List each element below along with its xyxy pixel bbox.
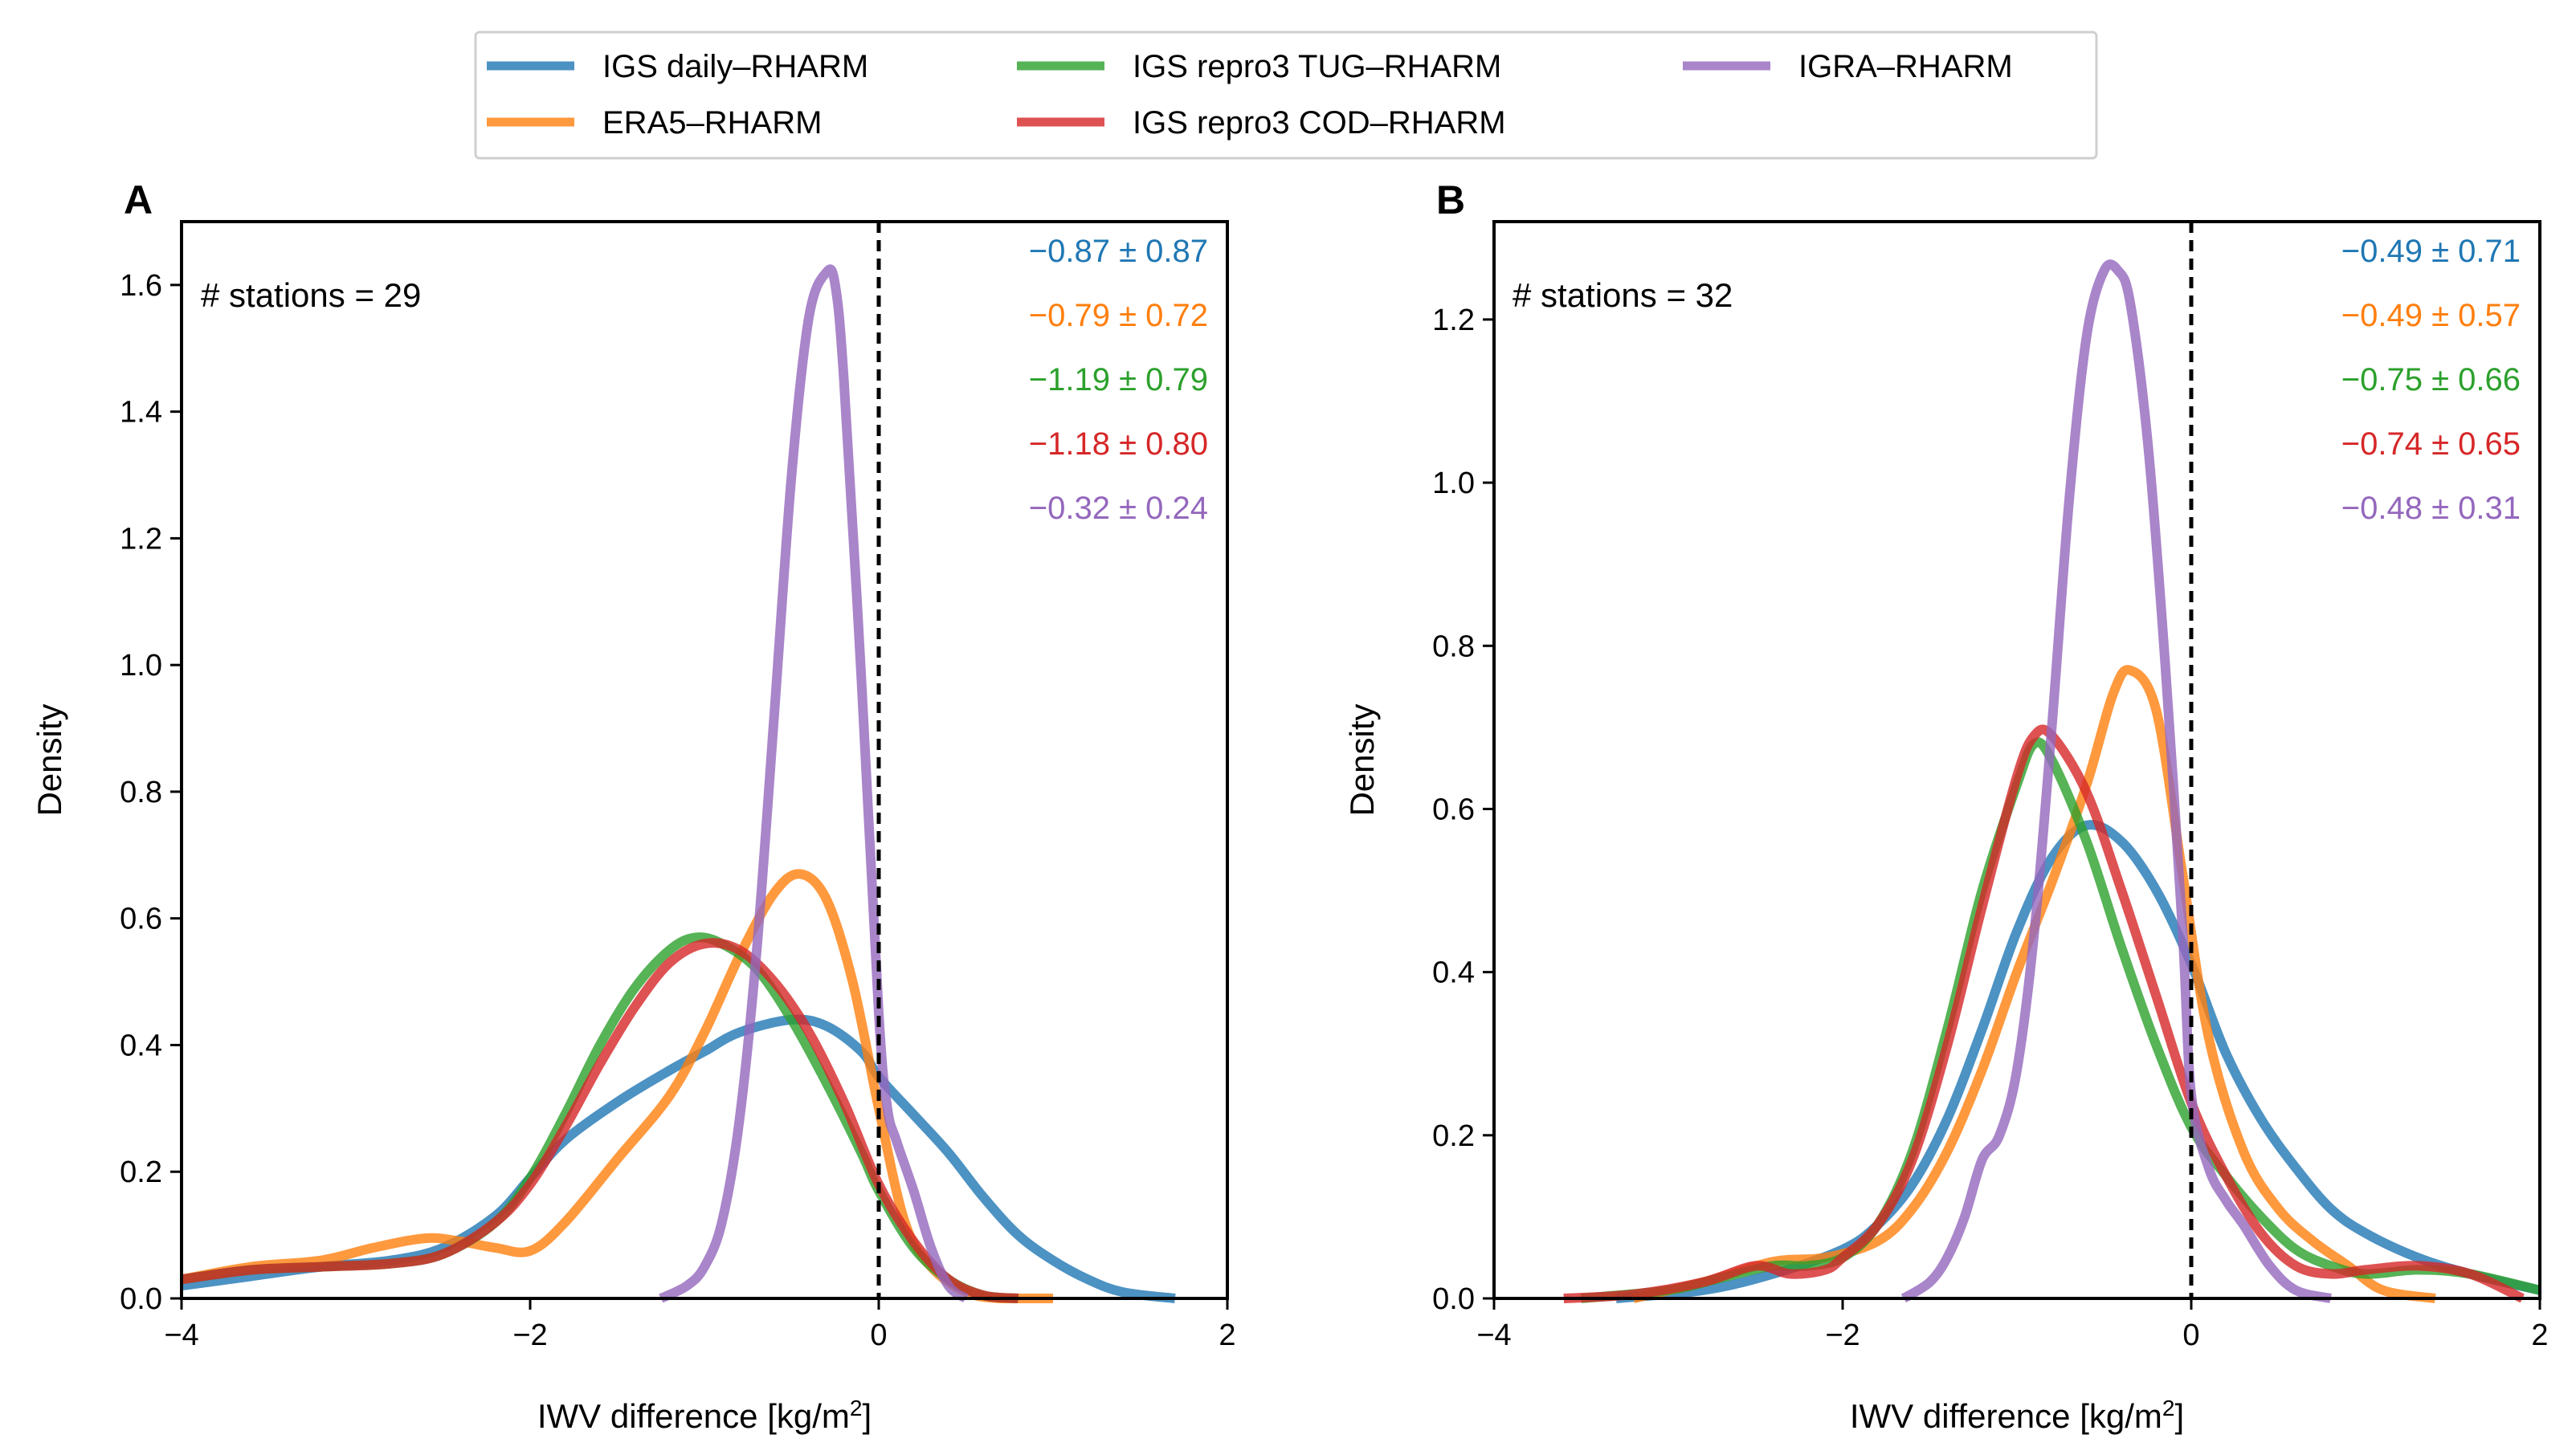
stat-label: −1.19 ± 0.79 [1029, 362, 1208, 397]
legend-label-igra: IGRA–RHARM [1798, 49, 2013, 84]
legend-label-era5: ERA5–RHARM [602, 105, 822, 141]
x-tick-label: −4 [1476, 1318, 1511, 1352]
stat-label: −0.49 ± 0.71 [2341, 234, 2521, 269]
panel-letter-a: A [124, 177, 153, 222]
series-line-igs-daily [1615, 820, 2541, 1303]
x-tick-label: 2 [1219, 1318, 1235, 1352]
x-tick-label: 2 [2531, 1318, 2548, 1352]
panel-a-y-axis: 0.0 0.2 0.4 0.6 0.8 1.0 1.2 1.4 1.6 [120, 269, 182, 1316]
y-tick-label: 0.0 [1432, 1282, 1475, 1316]
series-line-igs-daily [181, 1014, 1176, 1303]
series-line-era5 [1632, 665, 2436, 1303]
panel-b-x-axis: −4 −2 0 2 [1476, 1298, 2549, 1352]
y-tick-label: 0.4 [120, 1029, 162, 1062]
panel-b-y-label: Density [1343, 703, 1381, 816]
panel-a-annotation: # stations = 29 [201, 276, 421, 314]
panel-b-x-label: IWV difference [kg/m2] [1850, 1396, 2184, 1436]
panel-b-frame [1492, 220, 2541, 1300]
legend: IGS daily–RHARM ERA5–RHARM IGS repro3 TU… [474, 31, 2098, 160]
stat-label: −0.49 ± 0.57 [2341, 298, 2521, 333]
x-tick-label: −2 [1825, 1318, 1860, 1352]
series-line-igra [1900, 259, 2332, 1303]
legend-label-tug: IGS repro3 TUG–RHARM [1133, 49, 1501, 84]
stat-label: −0.87 ± 0.87 [1029, 234, 1208, 269]
panel-b: B −4 −2 0 2 0.0 0.2 0.4 0.6 0.8 1.0 1.2 # station… [1343, 177, 2549, 1435]
y-tick-label: 0.4 [1432, 956, 1475, 990]
panel-b-annotation: # stations = 32 [1513, 276, 1733, 314]
y-tick-label: 0.6 [120, 903, 162, 936]
x-tick-label: −2 [512, 1318, 547, 1352]
series-line-igs-repro3-cod [1563, 724, 2525, 1303]
series-line-igs-repro3-cod [181, 938, 1019, 1303]
x-tick-label: −4 [164, 1318, 198, 1352]
panel-a-x-label: IWV difference [kg/m2] [537, 1396, 872, 1436]
panel-b-y-axis: 0.0 0.2 0.4 0.6 0.8 1.0 1.2 [1432, 304, 1494, 1316]
stat-label: −1.18 ± 0.80 [1029, 426, 1208, 462]
y-tick-label: 1.4 [120, 396, 162, 430]
y-tick-label: 0.2 [1432, 1119, 1475, 1153]
panel-b-curves [1563, 259, 2541, 1303]
x-tick-label: 0 [2182, 1318, 2199, 1352]
y-tick-label: 1.2 [120, 522, 162, 556]
stat-label: −0.48 ± 0.31 [2341, 491, 2521, 526]
y-tick-label: 1.0 [120, 649, 162, 683]
stat-label: −0.79 ± 0.72 [1029, 298, 1208, 333]
panel-a-curves [180, 264, 1176, 1304]
series-line-igra [659, 264, 970, 1303]
y-tick-label: 0.6 [1432, 793, 1475, 826]
stat-label: −0.74 ± 0.65 [2341, 426, 2521, 462]
panel-letter-b: B [1436, 177, 1465, 222]
legend-label-cod: IGS repro3 COD–RHARM [1133, 105, 1506, 141]
stat-label: −0.32 ± 0.24 [1029, 491, 1208, 526]
x-tick-label: 0 [870, 1318, 887, 1352]
panel-a-stats: −0.87 ± 0.87 −0.79 ± 0.72 −1.19 ± 0.79 −1.1… [1029, 234, 1208, 526]
panel-a: A −4 −2 0 2 0.0 0.2 0.4 0.6 0.8 1.0 1.2 1.4 1.6 # s… [31, 177, 1236, 1435]
y-tick-label: 0.8 [120, 776, 162, 809]
panel-a-frame [180, 220, 1229, 1300]
panel-b-stats: −0.49 ± 0.71 −0.49 ± 0.57 −0.75 ± 0.66 −0.7… [2341, 234, 2521, 526]
stat-label: −0.75 ± 0.66 [2341, 362, 2521, 397]
series-line-igs-repro3-tug [1580, 737, 2541, 1303]
y-tick-label: 1.2 [1432, 304, 1475, 337]
y-tick-label: 0.8 [1432, 630, 1475, 663]
y-tick-label: 1.0 [1432, 467, 1475, 500]
y-tick-label: 0.0 [120, 1282, 162, 1316]
y-tick-label: 0.2 [120, 1155, 162, 1189]
y-tick-label: 1.6 [120, 269, 162, 303]
panel-a-x-axis: −4 −2 0 2 [164, 1298, 1236, 1352]
panel-a-y-label: Density [31, 703, 68, 816]
legend-label-igs-daily: IGS daily–RHARM [602, 49, 868, 84]
